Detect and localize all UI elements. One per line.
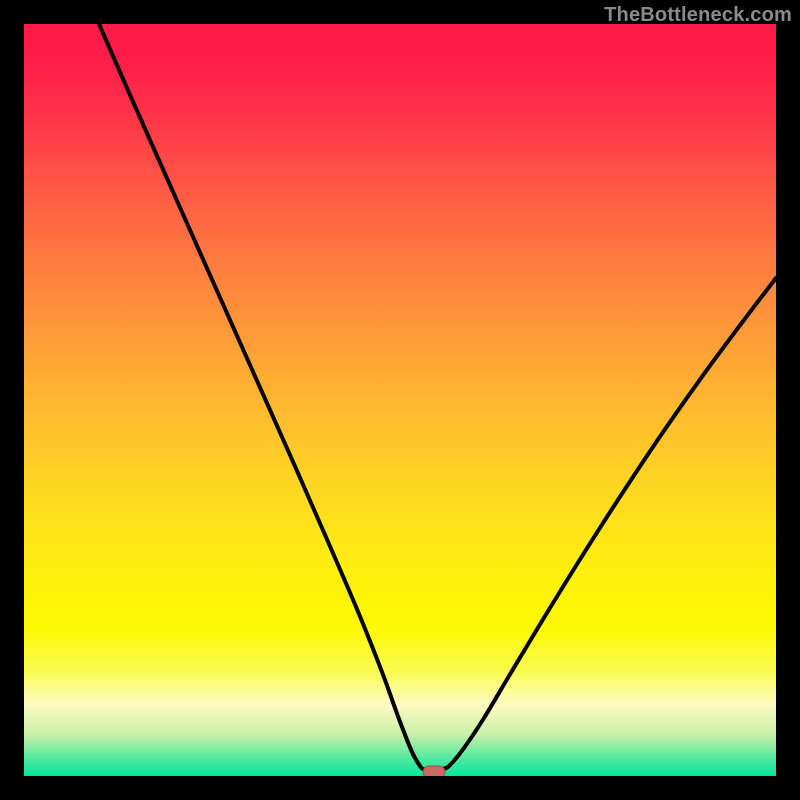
bottleneck-chart (0, 0, 800, 800)
chart-background (24, 24, 776, 776)
chart-container: TheBottleneck.com (0, 0, 800, 800)
